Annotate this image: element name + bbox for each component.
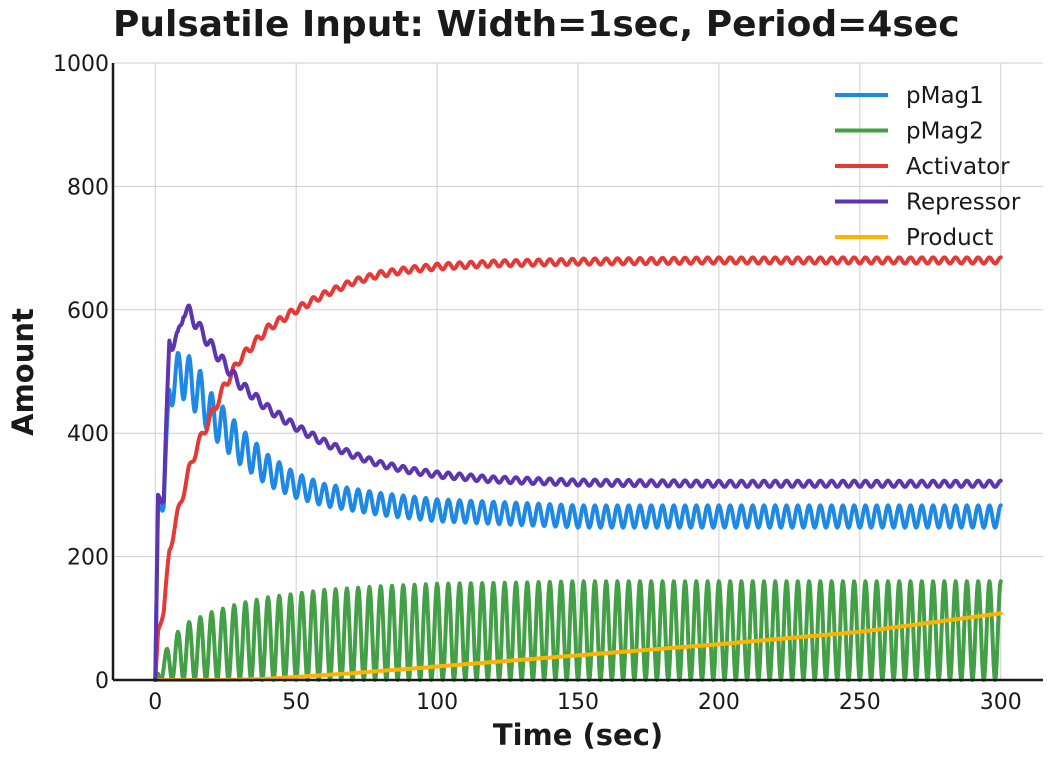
x-tick-label: 150 xyxy=(557,690,599,715)
x-tick-labels: 0 50 100 150 200 250 300 xyxy=(148,690,1021,715)
series-line-repressor xyxy=(153,303,1003,682)
series-line-activator xyxy=(153,255,1003,682)
y-tick-label: 600 xyxy=(67,299,109,324)
x-tick-label: 300 xyxy=(980,690,1022,715)
legend-label-repressor: Repressor xyxy=(906,190,1021,216)
y-tick-label: 0 xyxy=(95,669,109,694)
x-tick-label: 200 xyxy=(698,690,740,715)
x-tick-label: 0 xyxy=(148,690,162,715)
y-tick-label: 200 xyxy=(67,546,109,571)
x-tick-label: 100 xyxy=(416,690,458,715)
y-tick-label: 800 xyxy=(67,175,109,200)
series-line-pmag1 xyxy=(153,350,1003,682)
chart-title: Pulsatile Input: Width=1sec, Period=4sec xyxy=(113,4,960,45)
y-tick-label: 400 xyxy=(67,422,109,447)
y-tick-labels: 0 200 400 600 800 1000 xyxy=(53,52,109,694)
x-tick-label: 50 xyxy=(282,690,310,715)
series-line-product xyxy=(153,611,1003,682)
legend-label-pmag1: pMag1 xyxy=(906,83,984,109)
axes xyxy=(111,63,1043,682)
y-axis-label: Amount xyxy=(6,308,40,436)
x-axis-label: Time (sec) xyxy=(493,718,663,752)
legend-label-pmag2: pMag2 xyxy=(906,119,984,145)
legend-label-activator: Activator xyxy=(906,154,1010,180)
legend: pMag1 pMag2 Activator Repressor Product xyxy=(835,83,1021,251)
legend-label-product: Product xyxy=(906,225,993,251)
grid xyxy=(113,62,1043,681)
y-tick-label: 1000 xyxy=(53,52,109,77)
x-tick-label: 250 xyxy=(839,690,881,715)
